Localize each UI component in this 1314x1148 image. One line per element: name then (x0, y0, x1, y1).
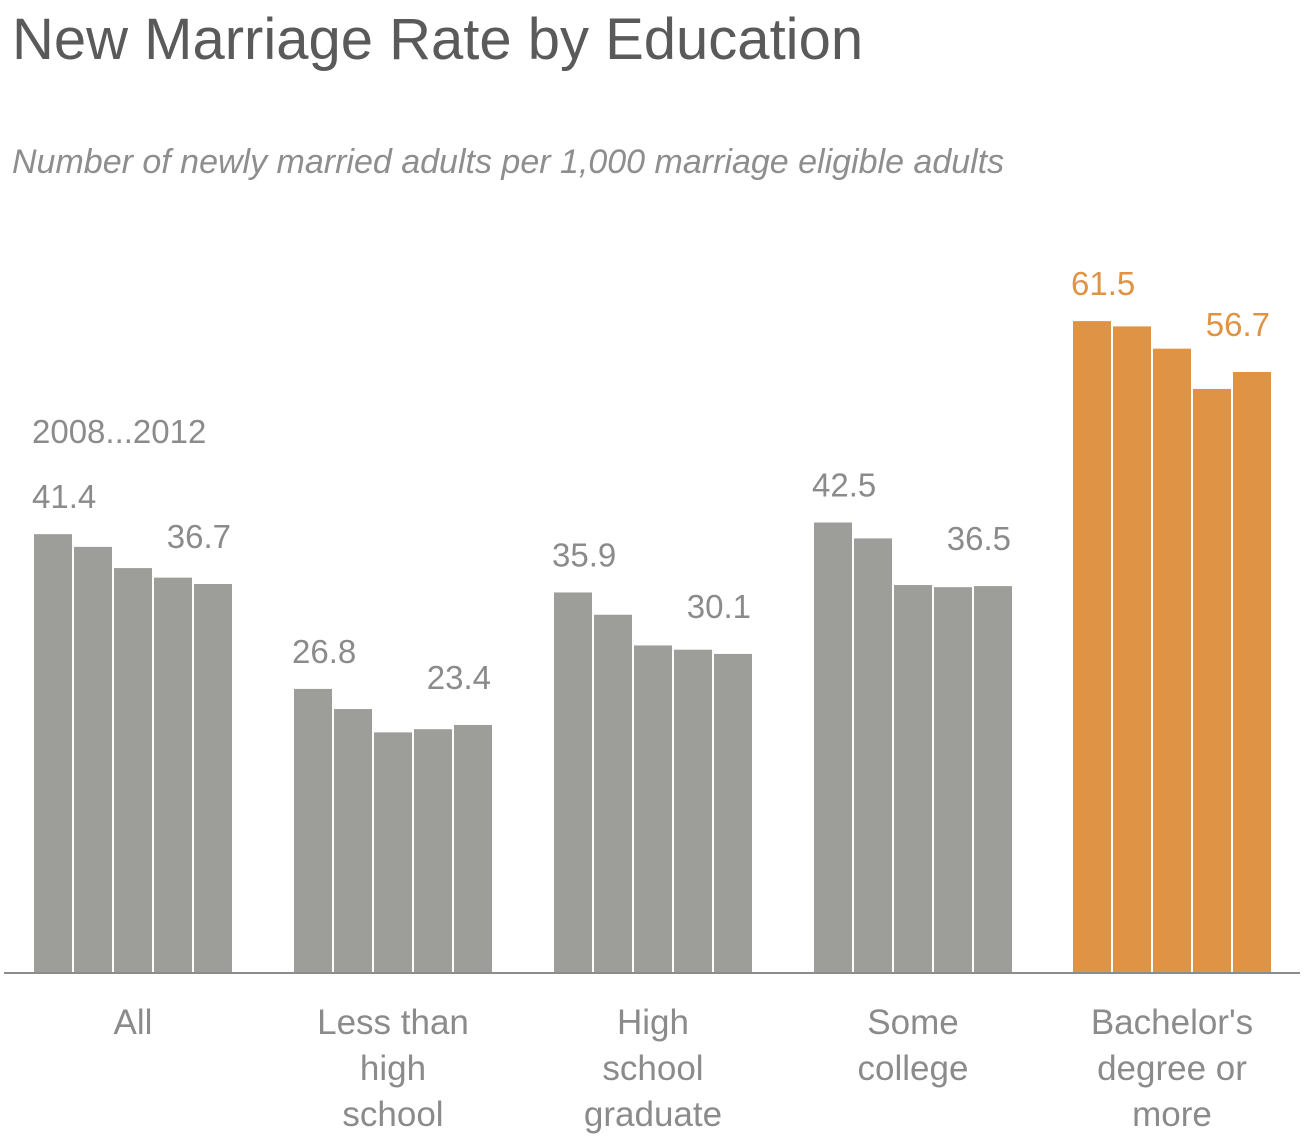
category-label-less-than-high-school-line-3: school (342, 1095, 443, 1134)
bar-bachelor-s-degree-or-more-2008 (1073, 321, 1111, 974)
bar-less-than-high-school-2012 (454, 724, 492, 973)
bar-all-2012 (194, 583, 232, 973)
chart-title: New Marriage Rate by Education (12, 7, 864, 72)
value-label-bachelor-s-degree-or-more-last: 56.7 (1206, 306, 1270, 343)
bar-some-college-2010 (894, 585, 932, 973)
category-label-high-school-graduate-line-3: graduate (584, 1095, 722, 1134)
value-label-high-school-graduate-first: 35.9 (552, 536, 616, 573)
value-label-all-first: 41.4 (32, 478, 96, 515)
bar-high-school-graduate-2011 (674, 649, 712, 973)
bar-all-2008 (34, 534, 72, 973)
labels-layer: 41.4 36.7 All 26.8 23.4 Less than high school 35… (32, 265, 1270, 1134)
value-label-some-college-last: 36.5 (947, 520, 1011, 557)
category-label-high-school-graduate-line-1: High (617, 1003, 689, 1042)
chart-subtitle: Number of newly married adults per 1,000… (12, 143, 1005, 181)
bar-high-school-graduate-2008 (554, 592, 592, 973)
bar-some-college-2009 (854, 538, 892, 973)
value-label-less-than-high-school-last: 23.4 (427, 659, 491, 696)
bar-bachelor-s-degree-or-more-2009 (1113, 326, 1151, 973)
series-label: 2008...2012 (32, 413, 206, 450)
bar-all-2009 (74, 546, 112, 973)
category-label-high-school-graduate-line-2: school (602, 1049, 703, 1088)
bar-some-college-2008 (814, 522, 852, 973)
category-label-some-college-line-2: college (858, 1049, 969, 1088)
bar-high-school-graduate-2010 (634, 645, 672, 973)
bars-layer (34, 321, 1271, 974)
bar-high-school-graduate-2009 (594, 614, 632, 973)
bar-some-college-2011 (934, 587, 972, 973)
bar-some-college-2012 (974, 586, 1012, 973)
bar-all-2011 (154, 577, 192, 973)
category-label-bachelor-s-degree-or-more-line-3: more (1132, 1095, 1212, 1134)
bar-high-school-graduate-2012 (714, 653, 752, 973)
value-label-less-than-high-school-first: 26.8 (292, 633, 356, 670)
category-label-some-college-line-1: Some (867, 1003, 958, 1042)
bar-bachelor-s-degree-or-more-2011 (1193, 388, 1231, 973)
bar-less-than-high-school-2011 (414, 729, 452, 973)
bar-bachelor-s-degree-or-more-2012 (1233, 371, 1271, 974)
bar-less-than-high-school-2010 (374, 732, 412, 973)
bar-all-2010 (114, 568, 152, 973)
value-label-high-school-graduate-last: 30.1 (687, 588, 751, 625)
bar-less-than-high-school-2009 (334, 709, 372, 973)
category-label-less-than-high-school-line-1: Less than (317, 1003, 469, 1042)
value-label-all-last: 36.7 (167, 518, 231, 555)
category-label-bachelor-s-degree-or-more-line-2: degree or (1097, 1049, 1247, 1088)
value-label-bachelor-s-degree-or-more-first: 61.5 (1071, 265, 1135, 302)
bar-bachelor-s-degree-or-more-2010 (1153, 348, 1191, 973)
value-label-some-college-first: 42.5 (812, 467, 876, 504)
bar-less-than-high-school-2008 (294, 688, 332, 973)
category-label-all-line-1: All (114, 1003, 153, 1042)
category-label-bachelor-s-degree-or-more-line-1: Bachelor's (1091, 1003, 1253, 1042)
category-label-less-than-high-school-line-2: high (360, 1049, 426, 1088)
